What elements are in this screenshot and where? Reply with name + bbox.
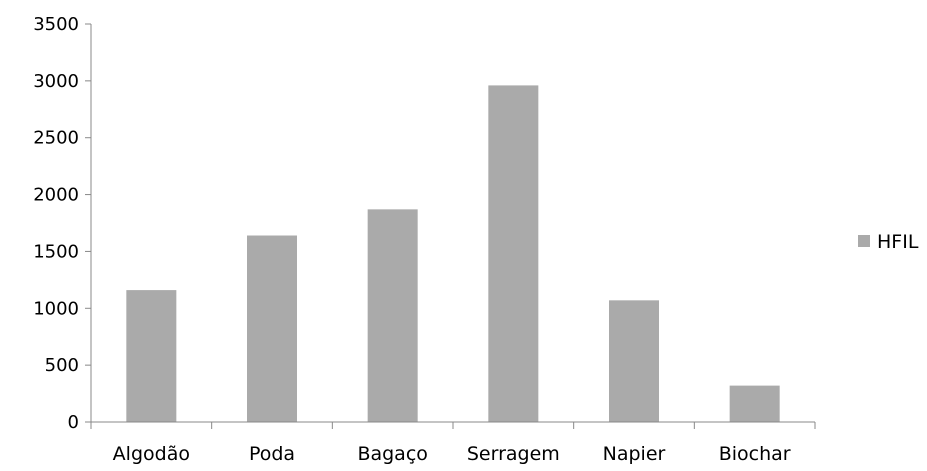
x-axis: Algodão Poda Bagaço Serragem Napier Biochar <box>91 422 815 465</box>
y-tick-label: 2000 <box>33 185 79 206</box>
y-tick-label: 3000 <box>33 71 79 92</box>
y-tick-label: 1000 <box>33 298 79 319</box>
x-category-label: Biochar <box>719 443 791 465</box>
bar-poda <box>247 236 297 422</box>
bar-bagaço <box>368 209 418 422</box>
y-tick-label: 2500 <box>33 128 79 149</box>
y-tick-label: 3500 <box>33 14 79 35</box>
x-category-label: Serragem <box>467 443 560 465</box>
bar-napier <box>609 300 659 422</box>
legend-swatch-hfil <box>858 235 870 247</box>
x-category-label: Poda <box>249 443 295 465</box>
y-tick-label: 1500 <box>33 241 79 262</box>
y-tick-label: 500 <box>45 355 79 376</box>
bars <box>126 85 779 422</box>
y-tick-label: 0 <box>68 412 79 433</box>
legend-label-hfil: HFIL <box>877 231 919 253</box>
x-category-label: Algodão <box>113 443 190 465</box>
bar-algodão <box>126 290 176 422</box>
y-axis: 0 500 1000 1500 2000 2500 3000 3500 <box>33 14 91 433</box>
x-category-label: Bagaço <box>357 443 427 465</box>
bar-biochar <box>730 386 780 422</box>
x-category-label: Napier <box>603 443 666 465</box>
legend: HFIL <box>858 231 919 253</box>
bar-serragem <box>488 85 538 422</box>
